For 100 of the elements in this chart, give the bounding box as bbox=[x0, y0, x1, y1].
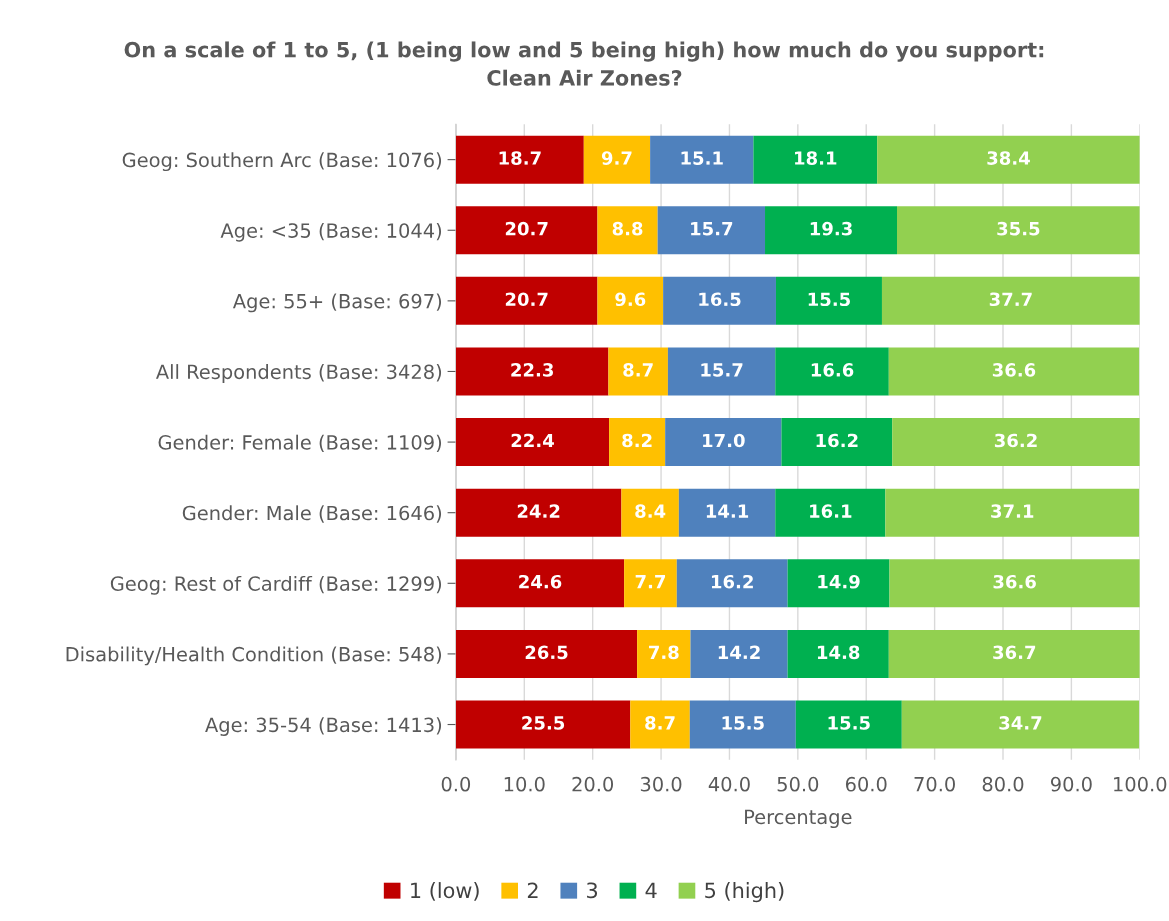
bar bbox=[901, 700, 1140, 749]
bar bbox=[630, 700, 690, 749]
data-label: 38.4 bbox=[987, 151, 1030, 165]
bar bbox=[753, 135, 878, 184]
legend-label: 5 (high) bbox=[705, 882, 784, 903]
y-tick-label: Geog: Southern Arc (Base: 1076) bbox=[122, 152, 442, 172]
data-label: 7.8 bbox=[649, 645, 679, 660]
bar bbox=[621, 488, 679, 537]
bar bbox=[455, 559, 625, 608]
bar bbox=[775, 488, 886, 537]
bar bbox=[455, 276, 598, 325]
data-label: 25.5 bbox=[522, 716, 565, 730]
data-label: 14.1 bbox=[706, 504, 749, 518]
bar bbox=[637, 629, 691, 678]
bar bbox=[690, 629, 788, 678]
data-label: 20.7 bbox=[505, 292, 548, 307]
bar bbox=[609, 418, 666, 467]
data-label: 37.7 bbox=[989, 292, 1032, 307]
data-label: 16.1 bbox=[810, 504, 852, 518]
data-label: 15.5 bbox=[808, 292, 850, 307]
data-label: 36.6 bbox=[992, 363, 1036, 377]
x-tick-label: 60.0 bbox=[845, 776, 887, 792]
x-tick-label: 70.0 bbox=[914, 776, 955, 792]
legend-label: 2 bbox=[527, 882, 538, 898]
x-tick-label: 50.0 bbox=[777, 776, 819, 792]
bar bbox=[663, 276, 776, 325]
chart-title: On a scale of 1 to 5, (1 being low and 5 being high) how much do you support: Clean Air Zones? bbox=[124, 41, 1044, 86]
data-label: 36.7 bbox=[993, 645, 1036, 660]
data-label: 14.9 bbox=[818, 574, 860, 589]
data-label: 36.6 bbox=[993, 574, 1036, 589]
bar bbox=[678, 488, 776, 537]
data-label: 24.6 bbox=[519, 574, 562, 589]
y-tick-label: Gender: Male (Base: 1646) bbox=[182, 505, 442, 523]
bar bbox=[455, 206, 598, 255]
data-label: 15.1 bbox=[681, 151, 723, 165]
bar bbox=[781, 418, 893, 467]
x-tick-label: 40.0 bbox=[708, 776, 750, 792]
bar bbox=[455, 700, 631, 749]
data-label: 18.7 bbox=[499, 151, 541, 165]
data-label: 26.5 bbox=[525, 645, 568, 660]
data-label: 16.2 bbox=[711, 574, 753, 589]
data-label: 17.0 bbox=[703, 433, 745, 448]
bar bbox=[889, 559, 1140, 608]
data-label: 16.6 bbox=[811, 363, 854, 377]
bar bbox=[597, 276, 664, 325]
bar bbox=[775, 347, 889, 396]
bar bbox=[624, 559, 677, 608]
bar bbox=[583, 135, 651, 184]
data-label: 19.3 bbox=[810, 221, 852, 236]
bar bbox=[455, 135, 584, 184]
x-tick-label: 20.0 bbox=[572, 776, 614, 792]
data-label: 35.5 bbox=[997, 221, 1040, 236]
bar bbox=[775, 276, 882, 325]
data-label: 18.1 bbox=[795, 151, 837, 165]
data-label: 9.7 bbox=[601, 151, 632, 165]
data-label: 7.7 bbox=[635, 575, 666, 589]
data-label: 15.7 bbox=[691, 222, 733, 236]
data-label: 22.4 bbox=[511, 433, 554, 448]
data-label: 8.2 bbox=[622, 433, 652, 448]
x-tick-label: 0.0 bbox=[441, 776, 471, 792]
bar bbox=[665, 418, 782, 467]
bar bbox=[881, 276, 1140, 325]
bar bbox=[787, 559, 890, 608]
data-label: 22.3 bbox=[511, 363, 553, 377]
data-label: 15.7 bbox=[701, 363, 743, 377]
bar bbox=[787, 629, 889, 678]
data-label: 37.1 bbox=[991, 504, 1034, 518]
y-tick-label: Age: 55+ (Base: 697) bbox=[232, 293, 442, 313]
legend-label: 4 bbox=[645, 882, 657, 898]
x-tick-label: 80.0 bbox=[982, 776, 1024, 792]
data-label: 16.2 bbox=[816, 433, 858, 448]
bar bbox=[455, 629, 638, 678]
bar bbox=[885, 488, 1140, 537]
bar bbox=[667, 347, 776, 396]
y-tick-label: Gender: Female (Base: 1109) bbox=[158, 434, 442, 453]
bar bbox=[650, 135, 754, 184]
bar bbox=[455, 418, 610, 467]
x-tick-label: 10.0 bbox=[504, 776, 545, 792]
legend-label: 3 bbox=[587, 882, 598, 899]
bar bbox=[597, 206, 658, 255]
bar bbox=[892, 418, 1140, 467]
bar bbox=[765, 206, 897, 255]
legend-label: 1 (low) bbox=[411, 882, 479, 901]
bar bbox=[657, 206, 766, 255]
y-tick-label: Geog: Rest of Cardiff (Base: 1299) bbox=[110, 575, 442, 595]
data-label: 34.7 bbox=[999, 716, 1042, 730]
data-label: 36.2 bbox=[994, 433, 1037, 448]
bar bbox=[795, 700, 902, 749]
bar bbox=[877, 135, 1140, 184]
bar bbox=[455, 488, 622, 537]
data-label: 16.5 bbox=[699, 292, 741, 307]
y-tick-label: All Respondents (Base: 3428) bbox=[155, 364, 442, 383]
data-label: 9.6 bbox=[615, 292, 646, 307]
y-tick-label: Age: 35-54 (Base: 1413) bbox=[205, 717, 442, 736]
x-tick-label: 90.0 bbox=[1050, 776, 1092, 792]
y-tick-label: Disability/Health Condition (Base: 548) bbox=[66, 646, 442, 666]
bar bbox=[897, 206, 1140, 255]
bar bbox=[888, 629, 1140, 678]
x-axis-title: Percentage bbox=[745, 809, 852, 829]
data-label: 14.8 bbox=[817, 645, 860, 660]
